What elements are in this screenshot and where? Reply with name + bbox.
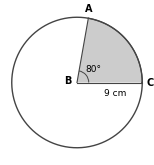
Text: 80°: 80° — [85, 65, 101, 74]
Text: 9 cm: 9 cm — [104, 89, 126, 98]
Text: B: B — [64, 76, 72, 86]
Text: C: C — [146, 78, 153, 87]
Polygon shape — [77, 18, 142, 82]
Text: A: A — [85, 4, 92, 14]
